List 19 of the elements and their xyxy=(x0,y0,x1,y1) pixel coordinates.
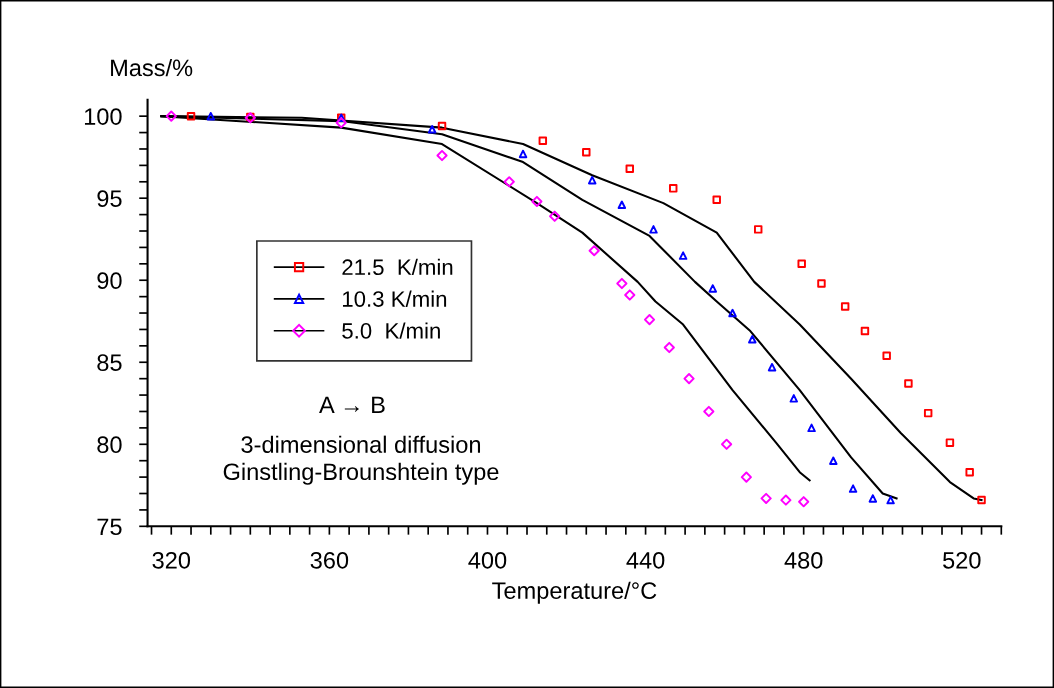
annotation: A → B xyxy=(319,396,385,413)
x-tick-label: 320 xyxy=(152,551,191,569)
legend-label: 10.3 K/min xyxy=(342,290,447,307)
x-tick-label: 440 xyxy=(626,551,665,569)
x-tick-label: 360 xyxy=(310,551,349,569)
y-axis-title: Mass/% xyxy=(111,58,193,77)
legend-label: 21.5 K/min xyxy=(342,258,453,276)
y-tick-label: 85 xyxy=(97,354,122,372)
legend-label: 5.0 K/min xyxy=(342,322,440,339)
annotation: 3-dimensional diffusion Ginstling-Brounshtein type xyxy=(223,435,499,485)
x-tick-label: 520 xyxy=(943,551,981,569)
y-tick-label: 75 xyxy=(97,518,122,536)
x-axis-title: Temperature/°C xyxy=(492,581,657,604)
y-tick-label: 80 xyxy=(97,436,122,454)
x-tick-label: 480 xyxy=(784,551,823,569)
x-tick-label: 400 xyxy=(468,551,507,569)
y-tick-label: 100 xyxy=(84,108,122,125)
y-tick-label: 90 xyxy=(97,272,122,290)
y-tick-label: 95 xyxy=(97,190,122,207)
